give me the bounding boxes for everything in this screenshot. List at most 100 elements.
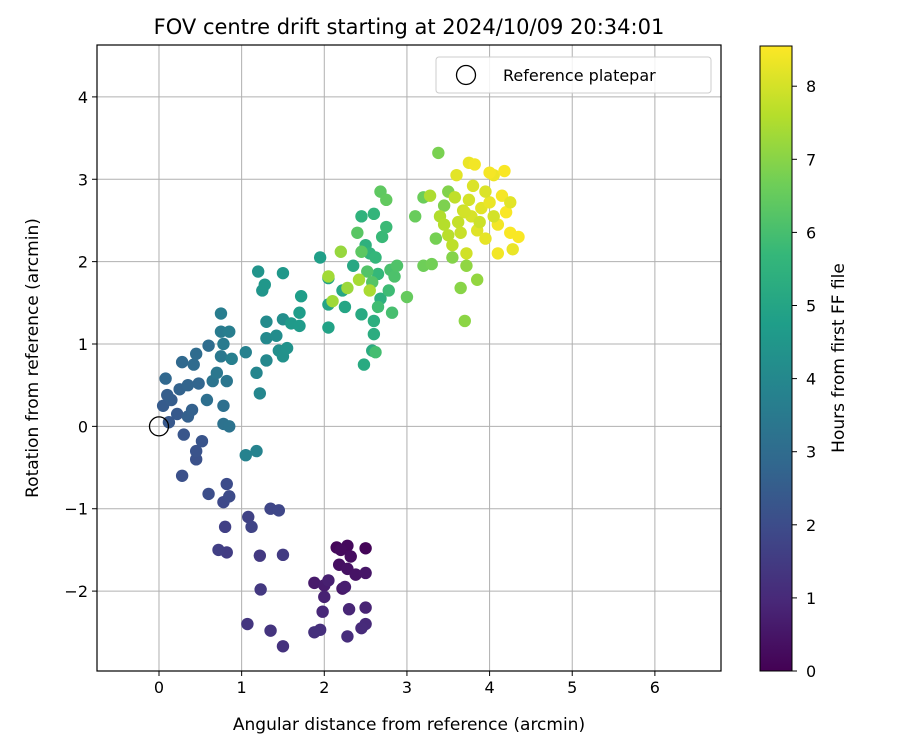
chart-title: FOV centre drift starting at 2024/10/09 … (154, 15, 665, 39)
data-point (483, 196, 496, 209)
data-point (375, 230, 389, 244)
colorbar-tick-label: 1 (806, 589, 816, 608)
legend: Reference platepar (435, 56, 712, 94)
data-point (250, 366, 263, 380)
data-point (495, 189, 509, 202)
data-point (322, 270, 335, 283)
data-point (460, 247, 473, 260)
colorbar-tick-label: 4 (806, 370, 816, 389)
data-point (308, 576, 321, 590)
data-point (334, 543, 348, 557)
data-point (293, 319, 306, 333)
data-point (189, 444, 203, 458)
legend-label: Reference platepar (503, 66, 656, 85)
data-point (359, 542, 372, 555)
data-point (223, 325, 236, 338)
y-axis-label: Rotation from reference (arcmin) (23, 218, 43, 498)
colorbar-tick-label: 7 (806, 150, 816, 169)
colorbar-tick-label: 2 (806, 516, 816, 535)
data-point (260, 315, 273, 328)
data-point (276, 640, 290, 653)
data-point (189, 347, 203, 361)
x-tick-label: 1 (237, 678, 247, 697)
data-point (355, 308, 368, 321)
data-point (390, 259, 404, 272)
data-point (437, 199, 451, 212)
data-point (470, 273, 484, 286)
data-point (359, 566, 372, 580)
colorbar-tick-label: 5 (806, 297, 816, 316)
y-tick-label: 1 (78, 335, 88, 354)
data-point (432, 146, 445, 160)
data-point (468, 158, 481, 171)
data-point (254, 583, 267, 596)
y-tick-label: −1 (64, 500, 88, 519)
data-point (380, 193, 393, 207)
data-point (338, 300, 352, 314)
data-point (326, 294, 339, 308)
data-point (450, 168, 463, 182)
y-tick-label: 2 (78, 253, 88, 272)
data-point (359, 601, 372, 614)
data-point (344, 550, 357, 563)
data-point (334, 245, 348, 258)
data-point (195, 434, 209, 448)
data-point (498, 164, 511, 178)
data-point (181, 378, 195, 392)
data-point (367, 314, 381, 328)
data-point (241, 617, 254, 631)
legend-marker (455, 64, 477, 86)
x-tick-label: 3 (402, 678, 412, 697)
data-point (214, 350, 228, 363)
data-point (187, 358, 200, 371)
data-point (192, 377, 205, 390)
data-point (347, 259, 360, 272)
legend-box (435, 56, 712, 94)
data-point (223, 420, 236, 433)
data-point (185, 403, 199, 417)
data-point (512, 230, 525, 244)
data-point (272, 504, 286, 517)
reference-platepar-marker (148, 416, 170, 437)
data-point (425, 257, 438, 271)
data-point (159, 372, 172, 385)
data-point (382, 284, 395, 297)
data-point (313, 251, 327, 264)
data-point (479, 185, 492, 198)
data-point (448, 191, 462, 204)
data-point (369, 346, 382, 359)
data-point (316, 605, 329, 618)
data-point (454, 281, 467, 295)
data-point (423, 189, 437, 202)
data-point (349, 568, 362, 581)
x-tick-label: 0 (154, 678, 164, 697)
data-point (220, 374, 233, 388)
data-point (380, 220, 393, 234)
data-point (210, 366, 224, 380)
data-point (458, 314, 471, 328)
data-point (258, 278, 271, 291)
data-point (367, 207, 381, 221)
data-point (223, 490, 236, 503)
data-point (276, 548, 290, 562)
data-point (458, 206, 471, 219)
data-point (506, 243, 519, 256)
data-point (371, 300, 385, 314)
colorbar-tick-label: 8 (806, 77, 816, 96)
data-point (318, 590, 331, 604)
data-point (442, 229, 455, 242)
data-point (357, 358, 371, 371)
data-point (264, 624, 277, 637)
data-point (225, 352, 238, 366)
y-tick-label: 0 (78, 417, 88, 436)
data-point (217, 337, 230, 351)
data-point (251, 265, 265, 278)
plot-area: 0 1 2 3 4 5 6 −2 −1 0 1 2 3 4 (64, 44, 722, 697)
data-point (454, 226, 467, 239)
data-point (294, 290, 308, 303)
data-point (253, 549, 267, 562)
data-point (367, 327, 381, 341)
data-point (446, 251, 459, 264)
data-point (341, 630, 354, 643)
